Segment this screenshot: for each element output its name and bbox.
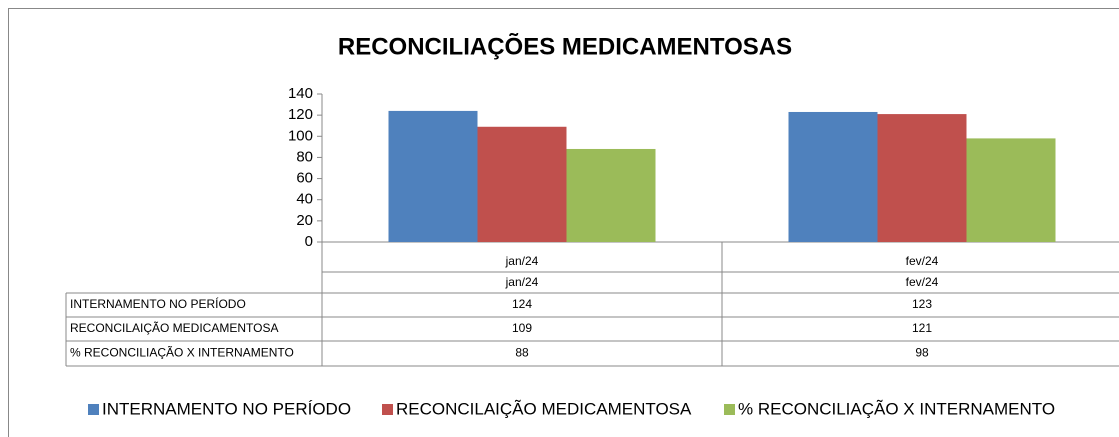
legend-swatch: [724, 404, 735, 415]
legend-swatch: [88, 404, 99, 415]
chart-title: RECONCILIAÇÕES MEDICAMENTOSAS: [338, 32, 792, 60]
bar: [966, 138, 1056, 242]
table-value: 88: [515, 346, 529, 360]
bar: [877, 114, 967, 242]
y-tick-label: 0: [305, 233, 313, 250]
legend-swatch: [382, 404, 393, 415]
table-header: jan/24: [505, 275, 539, 289]
y-tick-label: 140: [288, 85, 313, 102]
bar: [566, 148, 656, 242]
table-header: fev/24: [906, 275, 939, 289]
bar: [388, 110, 478, 243]
y-tick-label: 40: [296, 191, 313, 208]
chart-border: [8, 8, 1119, 437]
table-value: 123: [912, 297, 932, 311]
bar: [477, 126, 567, 242]
y-tick-label: 80: [296, 148, 313, 165]
table-row-label: INTERNAMENTO NO PERÍODO: [70, 296, 246, 311]
table-row-label: RECONCILAIÇÃO MEDICAMENTOSA: [70, 321, 278, 335]
table-value: 121: [912, 321, 932, 335]
legend-label: RECONCILAIÇÃO MEDICAMENTOSA: [396, 399, 692, 418]
y-tick-label: 60: [296, 170, 313, 187]
legend-label: INTERNAMENTO NO PERÍODO: [102, 399, 351, 418]
table-value: 124: [512, 297, 532, 311]
bar: [788, 111, 878, 242]
y-tick-label: 20: [296, 212, 313, 229]
table-value: 98: [915, 346, 929, 360]
x-tick-label: jan/24: [505, 254, 539, 268]
table-value: 109: [512, 321, 532, 335]
table-row-label: % RECONCILIAÇÃO X INTERNAMENTO: [70, 346, 294, 360]
legend-label: % RECONCILIAÇÃO X INTERNAMENTO: [738, 399, 1055, 418]
y-tick-label: 100: [288, 127, 313, 144]
y-tick-label: 120: [288, 106, 313, 123]
x-tick-label: fev/24: [906, 254, 939, 268]
